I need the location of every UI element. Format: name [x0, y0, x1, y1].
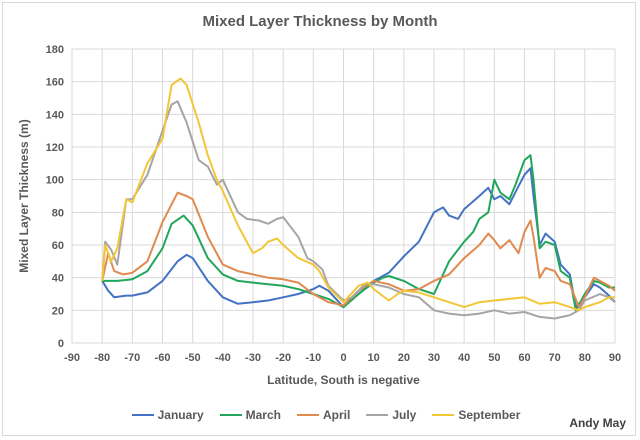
legend-label: March — [245, 408, 281, 422]
legend-item-april: April — [296, 408, 351, 422]
legend-label: April — [322, 408, 351, 422]
y-tick-label: 20 — [52, 305, 64, 317]
y-tick-label: 160 — [46, 77, 64, 89]
x-tick-label: 90 — [609, 352, 621, 364]
series-line-july — [101, 100, 616, 320]
x-tick-label: 50 — [488, 352, 500, 364]
legend-swatch — [131, 414, 154, 416]
series-line-march — [102, 154, 615, 312]
legend-label: July — [392, 408, 417, 422]
legend-swatch — [432, 414, 455, 416]
y-tick-label: 60 — [52, 240, 64, 252]
x-tick-label: -30 — [245, 352, 261, 364]
legend-item-july: July — [366, 408, 416, 422]
legend-swatch — [366, 414, 389, 416]
x-tick-label: 40 — [458, 352, 470, 364]
legend-swatch — [296, 414, 319, 416]
x-tick-label: -40 — [215, 352, 231, 364]
x-tick-label: 60 — [518, 352, 530, 364]
chart-title: Mixed Layer Thickness by Month — [202, 13, 438, 30]
legend-label: September — [458, 408, 521, 422]
x-tick-label: 70 — [549, 352, 561, 364]
y-tick-label: 120 — [46, 142, 64, 154]
series-line-april — [101, 191, 616, 309]
legend-label: January — [157, 408, 204, 422]
series-lines — [101, 77, 616, 320]
x-tick-label: -80 — [94, 352, 110, 364]
x-tick-label: 0 — [340, 352, 346, 364]
y-tick-label: 80 — [52, 207, 64, 219]
x-axis-label: Latitude, South is negative — [267, 373, 420, 387]
y-tick-label: 180 — [46, 44, 64, 56]
x-tick-label: -10 — [305, 352, 321, 364]
legend-item-september: September — [432, 408, 520, 422]
gridlines — [71, 48, 616, 344]
x-tick-label: 10 — [368, 352, 380, 364]
y-tick-label: 140 — [46, 109, 64, 121]
y-tick-label: 0 — [58, 338, 64, 350]
y-tick-label: 100 — [46, 175, 64, 187]
legend-item-january: January — [131, 408, 204, 422]
y-tick-label: 40 — [52, 273, 64, 285]
series-line-september — [101, 77, 615, 312]
legend-swatch — [219, 414, 242, 416]
x-tick-label: 80 — [579, 352, 591, 364]
x-tick-label: -90 — [64, 352, 80, 364]
x-tick-label: -60 — [155, 352, 171, 364]
chart-frame — [2, 2, 636, 436]
x-tick-label: 20 — [398, 352, 410, 364]
x-tick-label: -50 — [185, 352, 201, 364]
legend-item-march: March — [219, 408, 281, 422]
x-tick-label: -70 — [124, 352, 140, 364]
y-tick-labels: 0 20 40 60 80 100 120 140 160 180 — [46, 44, 64, 350]
series-line-january — [101, 167, 616, 309]
x-tick-labels: -90 -80 -70 -60 -50 -40 -30 -20 -10 0 10 20 30 40 50 60… — [64, 352, 621, 364]
legend: January March April July September — [0, 408, 640, 422]
x-tick-label: -20 — [275, 352, 291, 364]
x-tick-label: 30 — [428, 352, 440, 364]
author-credit: Andy May — [569, 416, 626, 430]
